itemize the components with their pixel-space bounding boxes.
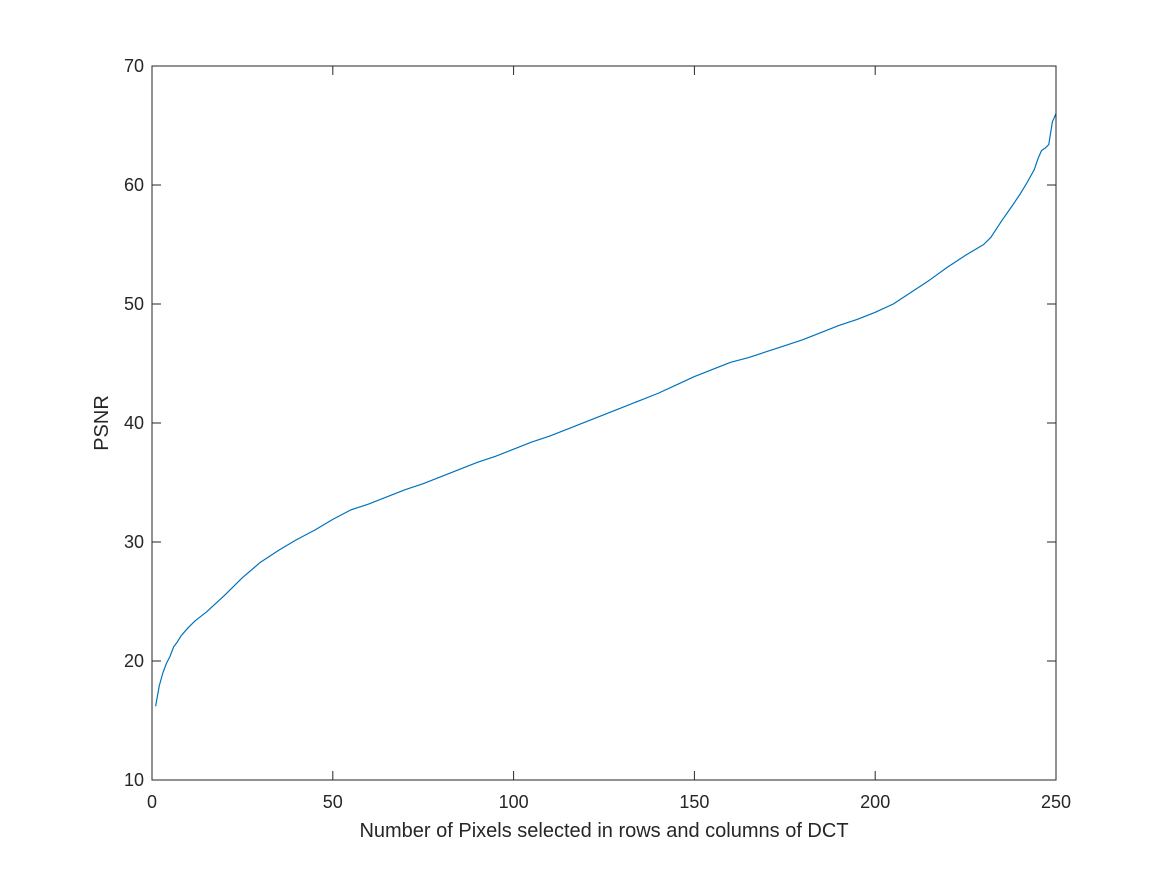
- y-tick-label: 60: [124, 175, 144, 195]
- x-tick-label: 50: [323, 792, 343, 812]
- axes-box: [151, 65, 1057, 781]
- y-tick-label: 20: [124, 651, 144, 671]
- y-tick-label: 40: [124, 413, 144, 433]
- y-axis-label: PSNR: [91, 395, 113, 451]
- x-tick-label: 200: [860, 792, 890, 812]
- y-tick-label: 30: [124, 532, 144, 552]
- y-tick-label: 70: [124, 56, 144, 76]
- x-axis-label: Number of Pixels selected in rows and co…: [359, 820, 848, 842]
- x-tick-label: 250: [1041, 792, 1071, 812]
- x-tick-label: 100: [499, 792, 529, 812]
- plot-area: [152, 66, 1056, 780]
- y-tick-label: 50: [124, 294, 144, 314]
- axis-tick-labels: 0 50 100 150 200 250 10 20 30 40 50 60 70: [124, 56, 1071, 812]
- y-tick-label: 10: [124, 770, 144, 790]
- x-tick-label: 0: [147, 792, 157, 812]
- series-line-psnr: [155, 113, 1057, 707]
- x-tick-label: 150: [679, 792, 709, 812]
